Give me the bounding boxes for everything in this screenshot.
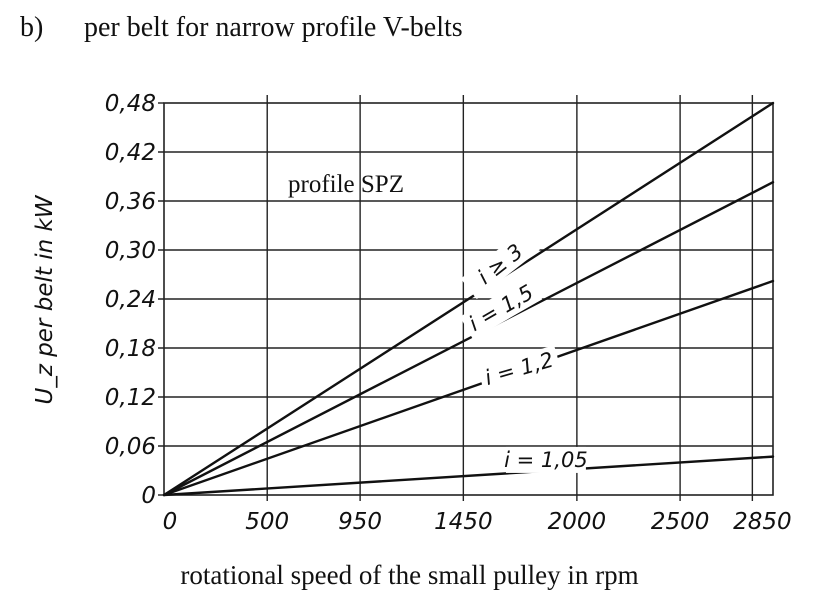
x-tick-label: 2500 <box>651 509 710 535</box>
x-tick-label: 1450 <box>434 509 493 535</box>
y-tick-label: 0,42 <box>105 140 156 166</box>
series-label-background <box>460 229 540 300</box>
x-tick-label: 2850 <box>733 509 792 535</box>
y-axis-label: U_z per belt in kW <box>32 194 58 404</box>
heading-tag: b) <box>20 12 44 43</box>
series-label-group: i = 1,2 <box>477 345 562 393</box>
x-tick-label: 2000 <box>548 509 607 535</box>
y-tick-label: 0 <box>141 483 156 509</box>
series-label: i = 1,2 <box>482 348 556 390</box>
x-tick-label: 0 <box>163 509 178 535</box>
y-tick-label: 0,30 <box>105 238 156 264</box>
y-tick-label: 0,48 <box>105 91 156 117</box>
page-heading: b) per belt for narrow profile V-belts <box>20 12 463 44</box>
y-tick-label: 0,06 <box>105 434 156 460</box>
y-tick-label: 0,18 <box>105 336 156 362</box>
series-label-background <box>459 276 543 340</box>
y-tick-label: 0,12 <box>105 385 156 411</box>
y-tick-label: 0,36 <box>105 189 156 215</box>
heading-text: per belt for narrow profile V-belts <box>84 12 463 43</box>
series-label-group: i = 1,05 <box>504 446 588 473</box>
series-line <box>162 279 775 497</box>
series-line <box>162 101 775 497</box>
x-tick-label: 500 <box>245 509 289 535</box>
series-label: i = 1,05 <box>504 448 588 472</box>
chart-title: profile SPZ <box>288 171 404 198</box>
series-line <box>162 181 775 497</box>
x-axis-label: rotational speed of the small pulley in … <box>180 560 639 590</box>
series-line <box>162 455 775 497</box>
series-label-background <box>505 446 586 473</box>
y-tick-label: 0,24 <box>105 287 156 313</box>
x-tick-label: 950 <box>338 509 382 535</box>
series-label-background <box>477 345 562 393</box>
